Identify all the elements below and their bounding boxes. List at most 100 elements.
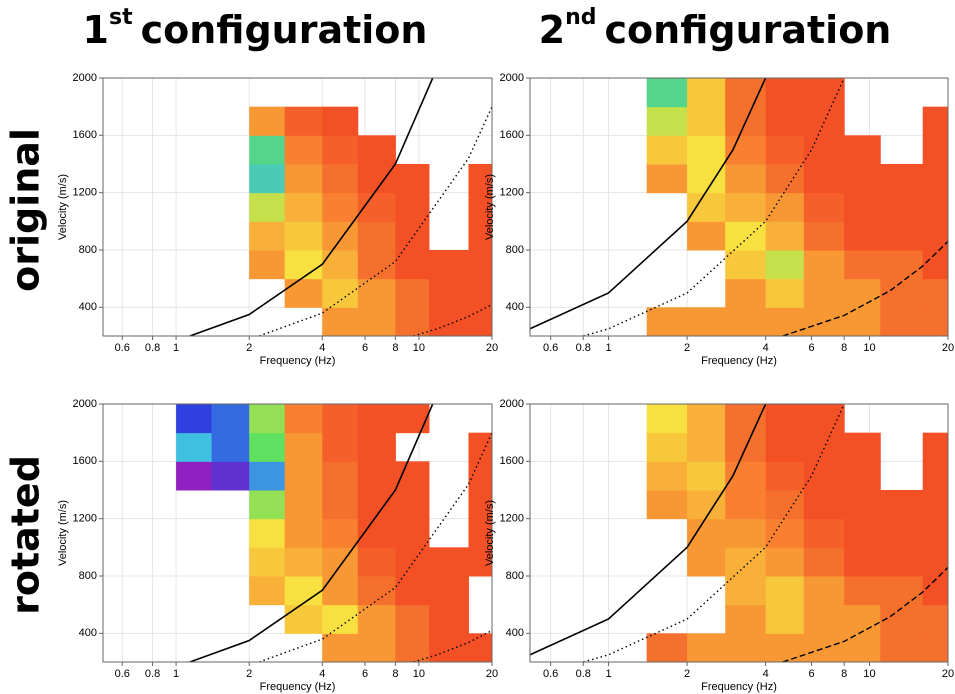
x-tick-label: 0.6 xyxy=(115,668,130,680)
heatmap-cell xyxy=(803,164,845,194)
heatmap-cell xyxy=(844,221,881,251)
y-tick-label: 400 xyxy=(506,627,524,639)
heatmap-cell xyxy=(844,490,881,520)
x-tick-label: 6 xyxy=(809,668,815,680)
heatmap-cell xyxy=(284,576,323,606)
heatmap-cell xyxy=(176,404,213,434)
heatmap-cell xyxy=(646,432,688,462)
heatmap-cell xyxy=(322,547,359,577)
heatmap-cell xyxy=(765,164,805,194)
heatmap-cell xyxy=(646,106,688,136)
heatmap-cell xyxy=(880,250,924,280)
heatmap-cell xyxy=(395,221,430,251)
heatmap-cell xyxy=(468,221,492,251)
heatmap-cell xyxy=(395,250,430,280)
heatmap-cell xyxy=(322,576,359,606)
curve xyxy=(189,78,434,336)
heatmap xyxy=(176,404,492,662)
heatmap-cell xyxy=(428,547,469,577)
heatmap-cell xyxy=(468,490,492,520)
heatmap-cell xyxy=(844,633,881,662)
heatmap-cell xyxy=(395,461,430,491)
panel: 0.6 0.8 1 2 4 6 8 10 20 400 800 1200 1600 2000 Frequen… xyxy=(57,398,498,693)
heatmap-cell xyxy=(880,633,924,662)
heatmap-cell xyxy=(687,221,726,251)
y-tick-label: 800 xyxy=(79,570,97,582)
x-tick-label: 0.8 xyxy=(576,668,591,680)
heatmap-cell xyxy=(428,604,469,634)
heatmap-cell xyxy=(922,192,948,222)
curve xyxy=(258,106,492,336)
heatmap-cell xyxy=(687,518,726,548)
heatmap-cell xyxy=(765,278,805,308)
heatmap-cell xyxy=(687,547,726,577)
heatmap-cell xyxy=(249,461,286,491)
heatmap-cell xyxy=(844,518,881,548)
heatmap xyxy=(646,78,948,336)
heatmap-cell xyxy=(249,432,286,462)
heatmap-cell xyxy=(880,278,924,308)
row-label: rotated xyxy=(4,455,48,615)
heatmap-cell xyxy=(284,461,323,491)
heatmap-cell xyxy=(322,278,359,308)
heatmap-cell xyxy=(844,576,881,606)
heatmap-cell xyxy=(176,432,213,462)
heatmap-cell xyxy=(284,192,323,222)
x-tick-label: 20 xyxy=(486,668,498,680)
heatmap-cell xyxy=(725,461,767,491)
heatmap-cell xyxy=(322,164,359,194)
heatmap-cell xyxy=(844,461,881,491)
heatmap-cell xyxy=(880,164,924,194)
x-tick-label: 6 xyxy=(362,668,368,680)
heatmap-cell xyxy=(803,221,845,251)
heatmap-cell xyxy=(284,221,323,251)
heatmap-cell xyxy=(765,192,805,222)
y-tick-label: 2000 xyxy=(500,72,524,84)
y-tick-label: 400 xyxy=(79,627,97,639)
heatmap-cell xyxy=(844,164,881,194)
heatmap-cell xyxy=(395,518,430,548)
heatmap-cell xyxy=(687,633,726,662)
y-tick-label: 2000 xyxy=(500,398,524,410)
heatmap-cell xyxy=(395,278,430,308)
heatmap-cell xyxy=(725,192,767,222)
heatmap-cell xyxy=(803,307,845,336)
y-axis-title: Velocity (m/s) xyxy=(484,174,496,240)
heatmap-cell xyxy=(284,164,323,194)
x-tick-label: 0.8 xyxy=(145,668,160,680)
x-tick-label: 10 xyxy=(863,342,875,354)
heatmap-cell xyxy=(428,633,469,662)
heatmap-cell xyxy=(765,461,805,491)
y-tick-label: 1200 xyxy=(500,513,524,525)
heatmap-cell xyxy=(322,432,359,462)
heatmap-cell xyxy=(357,221,396,251)
heatmap-cell xyxy=(803,278,845,308)
heatmap-cell xyxy=(468,432,492,462)
heatmap-cell xyxy=(468,547,492,577)
heatmap-cell xyxy=(249,404,286,434)
heatmap-cell xyxy=(922,547,948,577)
heatmap-cell xyxy=(765,250,805,280)
y-tick-label: 400 xyxy=(79,301,97,313)
y-tick-label: 2000 xyxy=(73,72,97,84)
title-number: 2 xyxy=(539,8,565,52)
heatmap-cell xyxy=(249,250,286,280)
heatmap-cell xyxy=(922,221,948,251)
x-tick-label: 0.6 xyxy=(543,668,558,680)
heatmap-cell xyxy=(922,307,948,336)
heatmap xyxy=(249,106,492,336)
heatmap-cell xyxy=(725,78,767,108)
heatmap-cell xyxy=(803,633,845,662)
heatmap-cell xyxy=(468,192,492,222)
heatmap-cell xyxy=(395,307,430,336)
x-tick-label: 6 xyxy=(809,342,815,354)
heatmap-cell xyxy=(880,221,924,251)
heatmap-cell xyxy=(249,192,286,222)
heatmap-cell xyxy=(687,78,726,108)
heatmap-cell xyxy=(357,278,396,308)
heatmap-cell xyxy=(725,278,767,308)
plot-frame xyxy=(529,77,949,337)
heatmap-cell xyxy=(844,250,881,280)
x-axis-title: Frequency (Hz) xyxy=(260,681,336,693)
heatmap-cell xyxy=(468,461,492,491)
